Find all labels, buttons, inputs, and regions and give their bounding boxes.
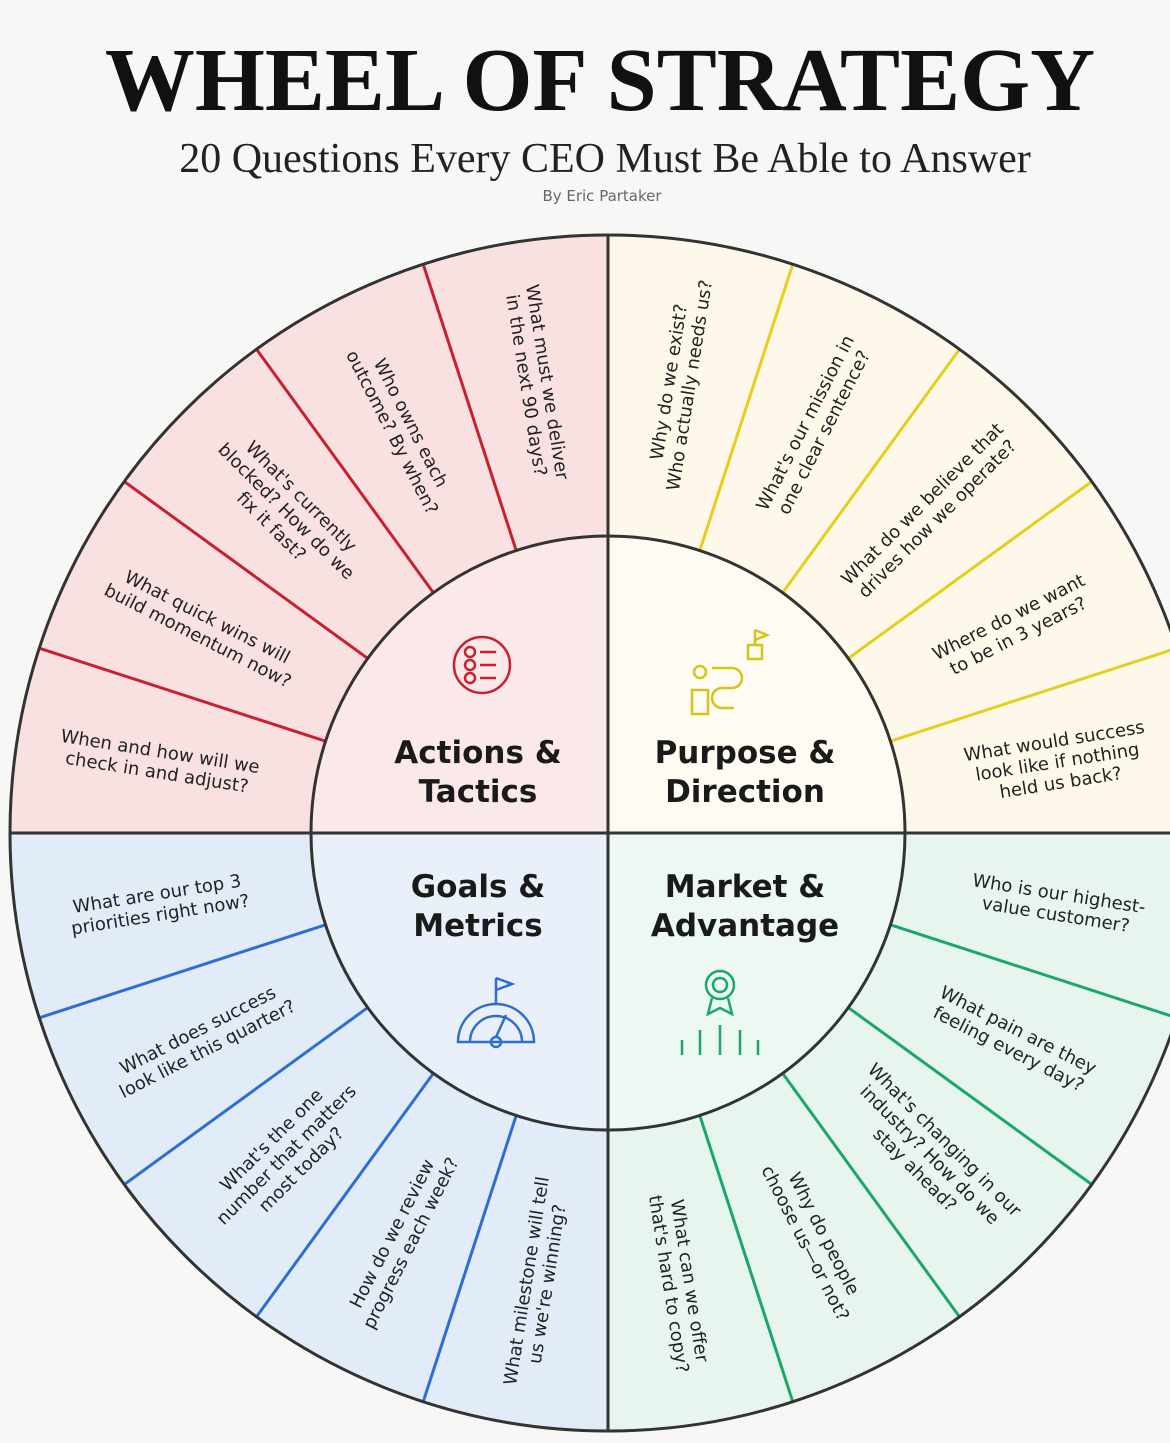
divider [847,1006,1093,1186]
divider [890,648,1170,743]
quadrant-center [608,536,905,833]
title: WHEEL OF STRATEGY [105,31,1095,130]
byline: By Eric Partaker [542,187,662,205]
quadrant-center [311,536,608,833]
divider [698,263,795,551]
icons [452,628,771,1055]
gauge-icon [456,976,536,1049]
divider [38,646,326,743]
divider [38,923,326,1020]
divider [255,348,435,594]
divider [421,263,518,551]
divider [123,480,369,660]
divider [781,1072,961,1318]
quadrant-label: Advantage [651,908,839,944]
divider [781,348,961,594]
quadrant-center [311,833,608,1130]
divider [698,1115,795,1403]
quadrant-label: Metrics [413,908,542,944]
divider [123,1006,369,1186]
path-icon [690,628,771,716]
wheel: When and how will wecheck in and adjust?… [8,233,1170,1433]
quadrant-label: Actions & [394,735,561,771]
quadrant-label: Goals & [411,869,546,905]
divider [255,1072,435,1318]
divider [890,923,1170,1018]
award-icon [680,969,760,1055]
quadrant-label: Market & [665,869,826,905]
quadrant-label: Purpose & [655,735,836,771]
quadrant-label: Direction [665,774,825,810]
divider [847,480,1093,660]
divider [421,1115,518,1403]
quadrant-label: Tactics [419,774,538,810]
checklist-icon [452,635,512,695]
quadrant-center [608,833,905,1130]
subtitle: 20 Questions Every CEO Must Be Able to A… [179,136,1031,182]
